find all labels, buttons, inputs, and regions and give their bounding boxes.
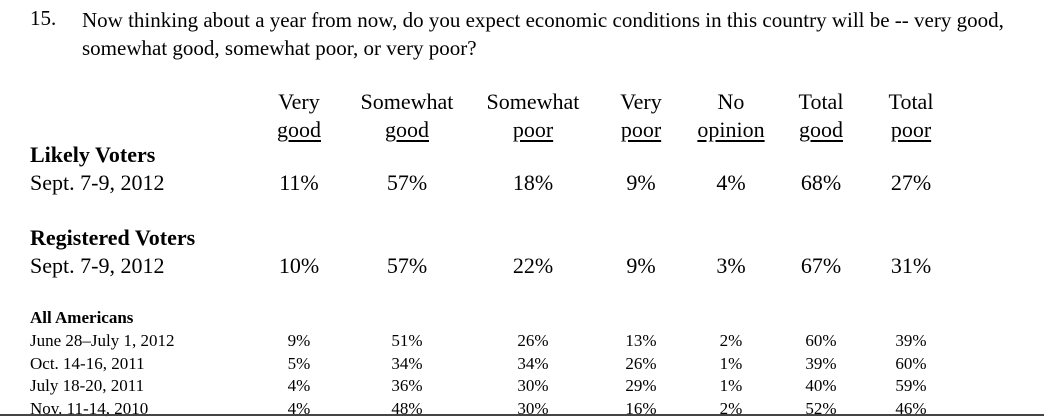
row-label: Oct. 14-16, 2011: [30, 353, 145, 373]
table-cell: 57%: [386, 253, 428, 278]
table-cell: 30%: [517, 376, 549, 395]
table-cell: 60%: [895, 353, 927, 373]
table-cell: 60%: [805, 331, 837, 350]
table-cell: 13%: [625, 331, 657, 350]
table-cell: 9%: [626, 253, 656, 278]
column-header-line1: Total: [888, 89, 934, 114]
table-cell: 22%: [512, 253, 554, 278]
column-header-line1: Very: [278, 89, 320, 114]
table-cell: 30%: [517, 398, 549, 418]
row-label: Nov. 11-14, 2010: [30, 398, 149, 418]
table-cell: 34%: [517, 353, 549, 373]
table-cell: 2%: [719, 331, 743, 350]
table-cell: 36%: [391, 376, 423, 395]
column-header-line1: Somewhat: [486, 89, 580, 114]
column-header-line1: Somewhat: [360, 89, 454, 114]
column-header: Somewhat poor: [473, 88, 593, 144]
group-heading: Registered Voters: [30, 225, 196, 250]
table-cell: 52%: [805, 398, 837, 418]
table-cell: 16%: [625, 398, 657, 418]
table-cell: 5%: [287, 353, 311, 373]
table-cell: 9%: [626, 170, 656, 195]
table-cell: 39%: [805, 353, 837, 373]
column-header-line2: good: [799, 117, 843, 142]
table-cell: 31%: [890, 253, 932, 278]
column-header-line1: Very: [620, 89, 662, 114]
column-header-line2: opinion: [697, 117, 765, 142]
table-cell: 48%: [391, 398, 423, 418]
table-cell: 59%: [895, 376, 927, 395]
table-cell: 34%: [391, 353, 423, 373]
column-header-line2: good: [385, 117, 429, 142]
column-header-line2: good: [277, 117, 321, 142]
table-cell: 39%: [895, 331, 927, 350]
table-cell: 4%: [287, 376, 311, 395]
table-cell: 68%: [800, 170, 842, 195]
column-header: No opinion: [681, 88, 781, 144]
column-header-line2: poor: [512, 117, 554, 142]
question-number: 15.: [30, 6, 57, 30]
column-header: Very good: [254, 88, 344, 144]
page-bottom-divider: [0, 414, 1044, 416]
column-header: Total good: [776, 88, 866, 144]
row-label: Sept. 7-9, 2012: [30, 170, 165, 195]
column-header: Very poor: [596, 88, 686, 144]
column-header-line2: poor: [620, 117, 662, 142]
row-label: July 18-20, 2011: [30, 376, 145, 395]
row-label: Sept. 7-9, 2012: [30, 253, 165, 278]
group-heading: All Americans: [30, 308, 134, 327]
table-cell: 29%: [625, 376, 657, 395]
table-cell: 67%: [800, 253, 842, 278]
table-cell: 26%: [517, 331, 549, 350]
table-cell: 4%: [716, 170, 746, 195]
column-header: Total poor: [866, 88, 956, 144]
table-cell: 10%: [278, 253, 320, 278]
table-cell: 1%: [719, 376, 743, 395]
table-cell: 46%: [895, 398, 927, 418]
column-header: Somewhat good: [347, 88, 467, 144]
table-cell: 4%: [287, 398, 311, 418]
column-header-line1: No: [717, 89, 745, 114]
table-cell: 51%: [391, 331, 423, 350]
table-cell: 18%: [512, 170, 554, 195]
table-cell: 1%: [719, 353, 743, 373]
table-cell: 11%: [279, 170, 319, 195]
question-text: Now thinking about a year from now, do y…: [82, 8, 1004, 60]
column-header-line2: poor: [890, 117, 932, 142]
table-cell: 3%: [716, 253, 746, 278]
table-cell: 57%: [386, 170, 428, 195]
group-heading: Likely Voters: [30, 142, 156, 167]
column-header-line1: Total: [798, 89, 844, 114]
table-cell: 26%: [625, 353, 657, 373]
row-label: June 28–July 1, 2012: [30, 331, 175, 350]
table-cell: 2%: [719, 398, 743, 418]
table-cell: 9%: [287, 331, 311, 350]
table-cell: 27%: [890, 170, 932, 195]
table-cell: 40%: [805, 376, 837, 395]
